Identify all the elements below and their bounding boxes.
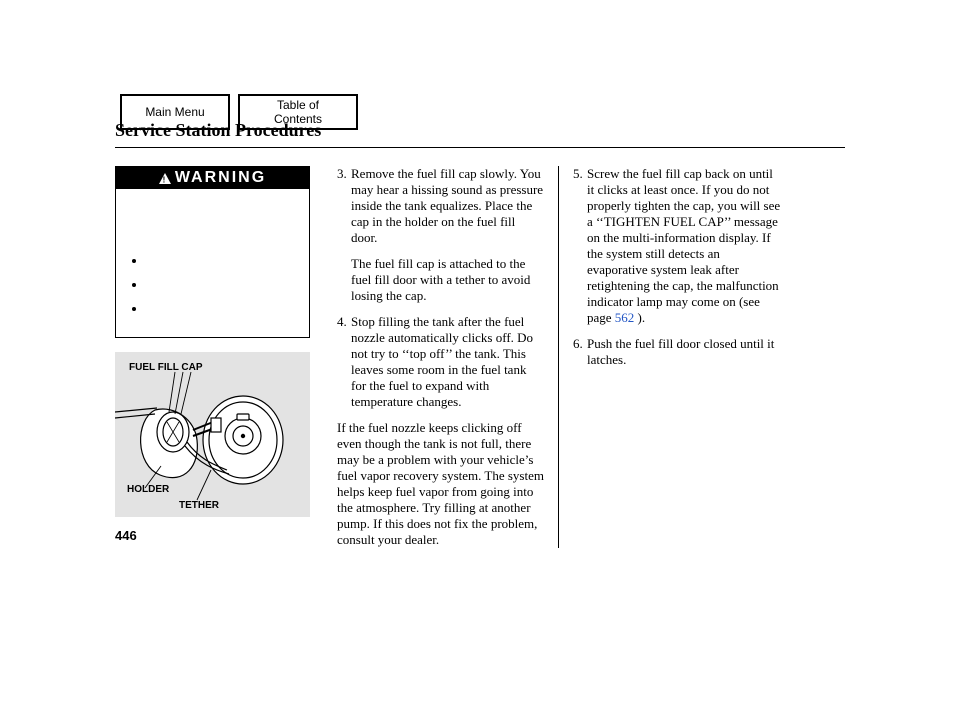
step-3-sub: The fuel fill cap is attached to the fue… <box>351 256 544 304</box>
warning-bullet <box>146 299 297 317</box>
step-6-text: Push the fuel fill door closed until it … <box>587 336 781 368</box>
page-title: Service Station Procedures <box>115 120 845 141</box>
col2-paragraph: If the fuel nozzle keeps clicking off ev… <box>337 420 544 548</box>
column-2: 3. Remove the fuel fill cap slowly. You … <box>337 166 559 548</box>
fuel-cap-diagram: FUEL FILL CAP HOLDER TETHER <box>115 352 310 517</box>
warning-body <box>116 189 309 337</box>
column-1: ! WARNING FUEL FILL CAP HOLDER <box>115 166 337 548</box>
step-4-num: 4. <box>337 314 351 410</box>
diagram-svg <box>115 370 310 502</box>
svg-text:!: ! <box>162 175 167 184</box>
step-6-num: 6. <box>573 336 587 368</box>
warning-triangle-icon: ! <box>159 173 171 184</box>
page-link-562[interactable]: 562 <box>615 310 635 325</box>
warning-bullet <box>146 251 297 269</box>
step-5-num: 5. <box>573 166 587 326</box>
step-5: 5. Screw the fuel fill cap back on until… <box>573 166 781 326</box>
step-3-num: 3. <box>337 166 351 304</box>
step-5-text-a: Screw the fuel fill cap back on until it… <box>587 166 780 325</box>
warning-bullets <box>128 251 297 317</box>
step-3-text: Remove the fuel fill cap slowly. You may… <box>351 166 543 245</box>
step-3: 3. Remove the fuel fill cap slowly. You … <box>337 166 544 304</box>
step-5-text-b: ). <box>634 310 645 325</box>
step-4-text: Stop filling the tank after the fuel noz… <box>351 314 544 410</box>
warning-bullet <box>146 275 297 293</box>
step-4: 4. Stop filling the tank after the fuel … <box>337 314 544 410</box>
warning-box: ! WARNING <box>115 166 310 338</box>
page: Main Menu Table of Contents Service Stat… <box>0 0 954 710</box>
title-row: Service Station Procedures <box>115 120 845 148</box>
warning-header: ! WARNING <box>116 167 309 189</box>
page-number: 446 <box>115 528 137 543</box>
columns: ! WARNING FUEL FILL CAP HOLDER <box>115 166 845 548</box>
warning-lead <box>128 199 297 241</box>
step-6: 6. Push the fuel fill door closed until … <box>573 336 781 368</box>
column-3: 5. Screw the fuel fill cap back on until… <box>559 166 781 548</box>
warning-header-text: WARNING <box>175 169 266 187</box>
step-5-text: Screw the fuel fill cap back on until it… <box>587 166 781 326</box>
